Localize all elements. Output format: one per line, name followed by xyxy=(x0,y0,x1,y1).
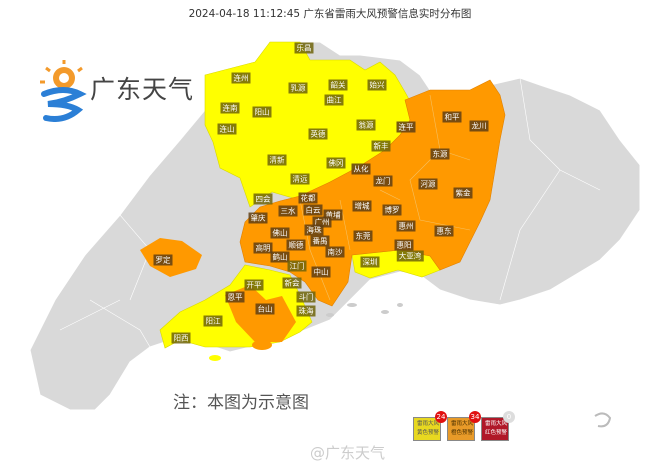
guangdong-weather-logo: 广东天气 xyxy=(34,58,194,122)
county-label: 海珠 xyxy=(304,224,324,236)
county-label: 惠东 xyxy=(434,225,454,237)
red-warning-name: 雷雨大风红色预警 xyxy=(484,421,507,436)
county-label: 佛山 xyxy=(270,227,290,239)
orange-count-badge: 34 xyxy=(469,411,481,423)
county-label: 广州 xyxy=(312,216,332,228)
county-label: 始兴 xyxy=(367,79,387,91)
county-label: 连山 xyxy=(217,123,237,135)
county-label: 连平 xyxy=(396,121,416,133)
sun-swirl-logo-icon xyxy=(40,60,87,122)
county-label: 高明 xyxy=(253,242,273,254)
county-label: 深圳 xyxy=(360,256,380,268)
county-label: 黄埔 xyxy=(323,209,343,221)
county-label: 顺德 xyxy=(286,239,306,251)
weibo-watermark: @广东天气 xyxy=(310,444,386,462)
county-label: 曲江 xyxy=(324,94,344,106)
county-label: 乳源 xyxy=(288,82,308,94)
county-label: 和平 xyxy=(442,111,462,123)
county-label: 开平 xyxy=(244,279,264,291)
legend-yellow-warning-icon: 雷雨大风黄色预警 24 xyxy=(413,411,447,441)
legend-red-warning-icon: 雷雨大风红色预警 0 xyxy=(481,411,515,441)
county-label: 台山 xyxy=(255,303,275,315)
county-label: 鹤山 xyxy=(270,251,290,263)
county-label: 清远 xyxy=(290,173,310,185)
orange-warning-central-east xyxy=(239,79,506,307)
county-label: 江门 xyxy=(287,260,307,272)
county-label: 惠阳 xyxy=(394,239,414,251)
yellow-count-badge: 24 xyxy=(435,411,447,423)
islands xyxy=(209,303,403,361)
county-borders-gray xyxy=(59,77,601,348)
county-label: 白云 xyxy=(303,204,323,216)
county-label: 阳西 xyxy=(171,332,191,344)
county-label: 罗定 xyxy=(153,254,173,266)
schematic-note: 注：本图为示意图 xyxy=(173,393,309,413)
county-label: 河源 xyxy=(418,178,438,190)
county-label: 翁源 xyxy=(356,119,376,131)
county-label: 从化 xyxy=(351,163,371,175)
county-label: 增城 xyxy=(352,200,372,212)
red-count-badge: 0 xyxy=(503,411,515,423)
county-label: 龙川 xyxy=(469,120,489,132)
county-label: 肇庆 xyxy=(248,212,268,224)
yellow-warning-name: 雷雨大风黄色预警 xyxy=(416,421,439,436)
county-label: 英德 xyxy=(308,128,328,140)
county-label: 连州 xyxy=(231,72,251,84)
legend-orange-warning-icon: 雷雨大风橙色预警 34 xyxy=(447,411,481,441)
county-label: 惠州 xyxy=(396,220,416,232)
orange-warning-name: 雷雨大风橙色预警 xyxy=(450,421,473,436)
county-label: 阳山 xyxy=(252,106,272,118)
county-label: 连南 xyxy=(220,102,240,114)
county-label: 新会 xyxy=(282,277,302,289)
county-label: 新丰 xyxy=(371,140,391,152)
county-label: 清新 xyxy=(267,154,287,166)
county-label: 三水 xyxy=(278,205,298,217)
county-label: 东莞 xyxy=(353,230,373,242)
county-label: 龙门 xyxy=(373,175,393,187)
map-title: 2024-04-18 11:12:45 广东省雷雨大风预警信息实时分布图 xyxy=(188,8,472,20)
logo-text: 广东天气 xyxy=(90,75,195,104)
county-label: 韶关 xyxy=(328,79,348,91)
county-label: 东源 xyxy=(430,148,450,160)
county-label: 四会 xyxy=(253,193,273,205)
county-label: 斗门 xyxy=(296,291,316,303)
county-label: 南沙 xyxy=(325,246,345,258)
county-label: 紫金 xyxy=(453,187,473,199)
county-label: 佛冈 xyxy=(326,157,346,169)
county-label: 番禺 xyxy=(310,235,330,247)
county-label: 花都 xyxy=(298,192,318,204)
county-label: 恩平 xyxy=(225,291,245,303)
county-label: 中山 xyxy=(311,266,331,278)
county-label: 大亚湾 xyxy=(396,250,424,262)
corner-logo-icon xyxy=(594,412,612,428)
county-label: 乐昌 xyxy=(294,42,314,54)
county-label: 珠海 xyxy=(296,305,316,317)
county-label: 博罗 xyxy=(382,204,402,216)
county-label: 阳江 xyxy=(203,315,223,327)
